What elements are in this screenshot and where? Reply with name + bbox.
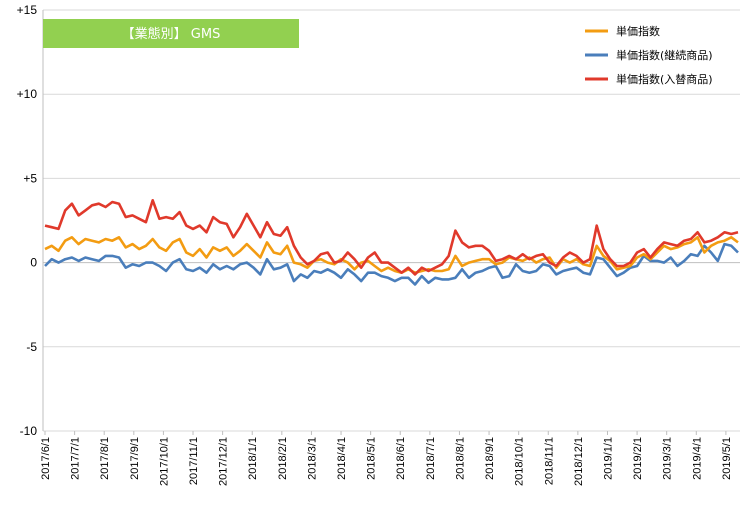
y-tick-label: -10 [20,424,38,438]
series-lines [44,199,739,286]
chart-title-box: 【業態別】 GMS [43,19,299,48]
series-line-continuing [44,242,739,286]
x-tick-label: 2019/2/1 [632,437,644,480]
x-tick-label: 2018/11/1 [543,437,555,485]
chart-title: 【業態別】 GMS [122,26,221,42]
legend-label-continuing: 単価指数(継続商品) [616,48,713,62]
y-tick-label: 0 [30,256,37,270]
x-axis-ticks: 2017/6/1 2017/7/1 2017/8/1 2017/9/1 2017/10/… [40,431,733,486]
series-line-replacement [44,199,739,276]
x-tick-label: 2017/9/1 [129,437,141,480]
x-tick-label: 2017/8/1 [99,437,111,480]
x-tick-label: 2019/3/1 [662,437,674,480]
x-tick-label: 2018/5/1 [366,437,378,480]
x-tick-label: 2017/7/1 [70,437,82,480]
legend-label-replacement: 単価指数(入替商品) [616,72,713,86]
x-tick-label: 2018/6/1 [395,437,407,480]
x-tick-label: 2018/4/1 [336,437,348,480]
x-tick-label: 2018/2/1 [277,437,289,480]
x-tick-label: 2017/10/1 [158,437,170,486]
y-tick-label: +5 [23,171,37,185]
x-tick-label: 2019/5/1 [721,437,733,480]
series-line-price-index [44,236,739,275]
legend-label-price-index: 単価指数 [616,24,660,38]
x-tick-label: 2018/12/1 [573,437,585,486]
x-tick-label: 2018/10/1 [514,437,526,486]
y-axis-ticks: +15 +10 +5 0 -5 -10 [17,3,38,438]
x-tick-label: 2018/9/1 [484,437,496,480]
gridlines [42,9,740,432]
x-tick-label: 2019/4/1 [691,437,703,480]
y-tick-label: +10 [17,87,38,101]
x-tick-label: 2019/1/1 [602,437,614,480]
x-tick-label: 2017/6/1 [40,437,52,480]
x-tick-label: 2018/7/1 [425,437,437,480]
x-tick-label: 2017/12/1 [218,437,230,486]
x-tick-label: 2017/11/1 [188,437,200,485]
y-tick-label: +15 [17,3,38,17]
x-tick-label: 2018/3/1 [306,437,318,480]
title-background [43,19,299,48]
y-tick-label: -5 [26,340,37,354]
x-tick-label: 2018/1/1 [247,437,259,480]
legend: 単価指数 単価指数(継続商品) 単価指数(入替商品) [585,24,713,86]
x-tick-label: 2018/8/1 [454,437,466,480]
